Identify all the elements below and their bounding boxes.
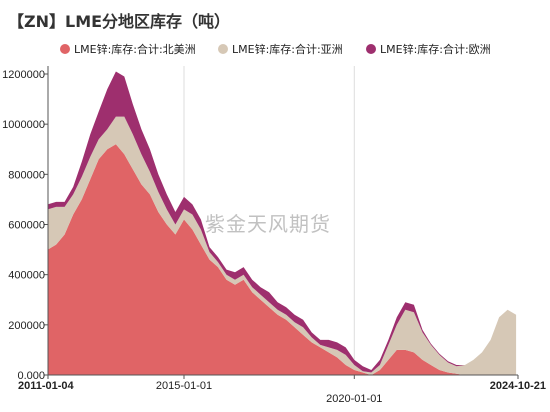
x-axis: 2011-01-04 2015-01-01 2020-01-01 2024-10-21 [18, 375, 546, 405]
legend-label: LME锌:库存:合计:亚洲 [232, 42, 343, 56]
y-tick-label: 200000 [8, 320, 45, 332]
legend-swatch [218, 44, 228, 54]
y-axis: 0.000 200000 400000 600000 800000 1000000 1200… [2, 69, 48, 382]
x-tick-label: 2024-10-21 [490, 380, 546, 392]
y-tick-label: 400000 [8, 270, 45, 282]
x-tick-label: 2020-01-01 [326, 393, 382, 405]
legend-item[interactable]: LME锌:库存:合计:欧洲 [366, 42, 491, 56]
legend-label: LME锌:库存:合计:欧洲 [380, 42, 491, 56]
x-tick-label: 2015-01-01 [156, 380, 212, 392]
legend: LME锌:库存:合计:北美洲 LME锌:库存:合计:亚洲 LME锌:库存:合计:欧洲 [60, 42, 491, 56]
series-area [47, 144, 517, 375]
legend-swatch [366, 44, 376, 54]
y-tick-label: 1200000 [2, 69, 45, 81]
x-tick-label: 2011-01-04 [18, 380, 75, 392]
legend-swatch [60, 44, 70, 54]
y-tick-label: 600000 [8, 220, 45, 232]
axes [47, 66, 518, 376]
legend-item[interactable]: LME锌:库存:合计:亚洲 [218, 42, 343, 56]
chart-title: 【ZN】LME分地区库存（吨） [8, 12, 231, 31]
y-tick-label: 1000000 [2, 119, 45, 131]
y-tick-label: 0.000 [17, 370, 45, 382]
y-tick-label: 800000 [8, 169, 45, 181]
watermark-text: 紫金天风期货 [205, 212, 331, 236]
legend-label: LME锌:库存:合计:北美洲 [74, 42, 196, 56]
series-areas [47, 71, 517, 375]
legend-item[interactable]: LME锌:库存:合计:北美洲 [60, 42, 196, 56]
